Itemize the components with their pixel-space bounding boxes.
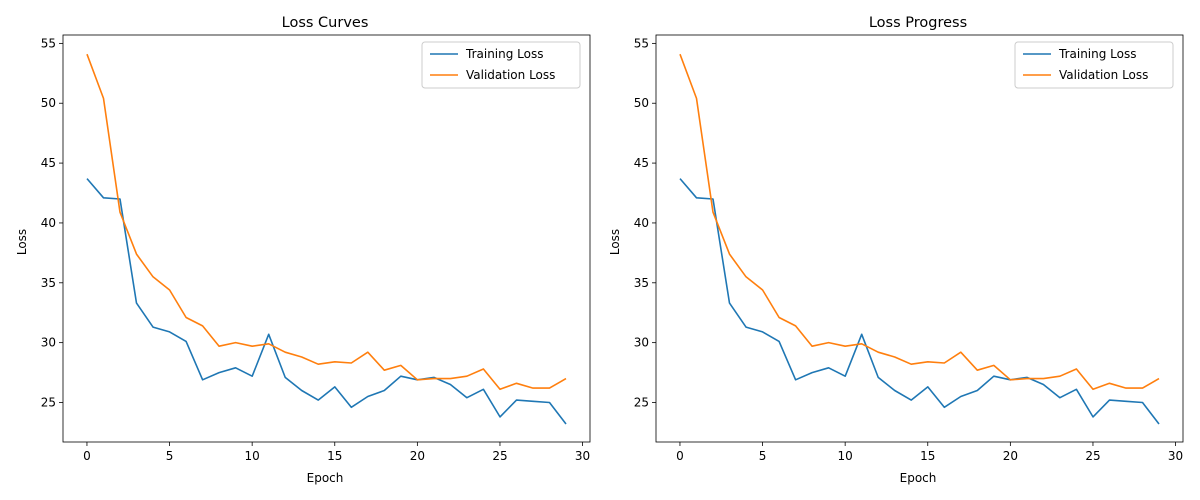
y-tick-label: 30 — [634, 336, 649, 350]
plot-area: 0 5 10 15 20 25 30 25 30 35 40 45 50 55 Training Loss V… — [41, 34, 591, 463]
x-tick-label: 25 — [1085, 449, 1100, 463]
y-tick-label: 55 — [634, 36, 649, 50]
axes-frame — [62, 34, 591, 443]
y-tick-label: 40 — [634, 216, 649, 230]
series-line-validation-loss — [86, 53, 567, 391]
x-axis-label: Epoch — [307, 471, 344, 485]
axes-frame — [655, 34, 1184, 443]
series-line-training-loss — [86, 178, 567, 425]
y-tick-label: 30 — [41, 336, 56, 350]
y-tick-label: 25 — [41, 395, 56, 409]
x-tick-label: 10 — [838, 449, 853, 463]
legend: Training Loss Validation Loss — [421, 41, 581, 89]
y-tick-label: 50 — [41, 96, 56, 110]
subplot-loss-curves: Loss Curves Epoch Loss 0 5 10 15 20 25 30 25 30 3… — [15, 15, 591, 485]
x-tick-label: 30 — [1168, 449, 1183, 463]
y-tick-label: 35 — [634, 276, 649, 290]
x-tick-label: 30 — [575, 449, 590, 463]
legend-frame — [421, 41, 581, 89]
x-tick-label: 20 — [1003, 449, 1018, 463]
y-tick-label: 50 — [634, 96, 649, 110]
x-tick-label: 5 — [166, 449, 174, 463]
plot-area: 0 5 10 15 20 25 30 25 30 35 40 45 50 55 Training Loss V… — [634, 34, 1184, 463]
legend-label: Training Loss — [1058, 47, 1136, 61]
x-tick-label: 25 — [492, 449, 507, 463]
y-tick-label: 45 — [41, 156, 56, 170]
y-tick-label: 25 — [634, 395, 649, 409]
legend-label: Validation Loss — [1059, 68, 1148, 82]
y-axis-label: Loss — [608, 229, 622, 255]
y-tick-label: 45 — [634, 156, 649, 170]
chart-title: Loss Curves — [282, 15, 369, 31]
y-axis-label: Loss — [15, 229, 29, 255]
subplot-loss-progress: Loss Progress Epoch Loss 0 5 10 15 20 25 30 25 3… — [608, 15, 1184, 485]
legend-label: Training Loss — [465, 47, 543, 61]
x-axis-label: Epoch — [900, 471, 937, 485]
x-tick-label: 0 — [676, 449, 684, 463]
series-line-validation-loss — [679, 53, 1160, 391]
x-tick-label: 10 — [245, 449, 260, 463]
y-tick-label: 40 — [41, 216, 56, 230]
legend: Training Loss Validation Loss — [1014, 41, 1174, 89]
series-line-training-loss — [679, 178, 1160, 425]
x-tick-label: 20 — [410, 449, 425, 463]
legend-frame — [1014, 41, 1174, 89]
y-tick-label: 35 — [41, 276, 56, 290]
y-tick-label: 55 — [41, 36, 56, 50]
x-tick-label: 15 — [920, 449, 935, 463]
x-tick-label: 0 — [83, 449, 91, 463]
x-tick-label: 5 — [759, 449, 767, 463]
legend-label: Validation Loss — [466, 68, 555, 82]
chart-title: Loss Progress — [869, 15, 967, 31]
x-tick-label: 15 — [327, 449, 342, 463]
